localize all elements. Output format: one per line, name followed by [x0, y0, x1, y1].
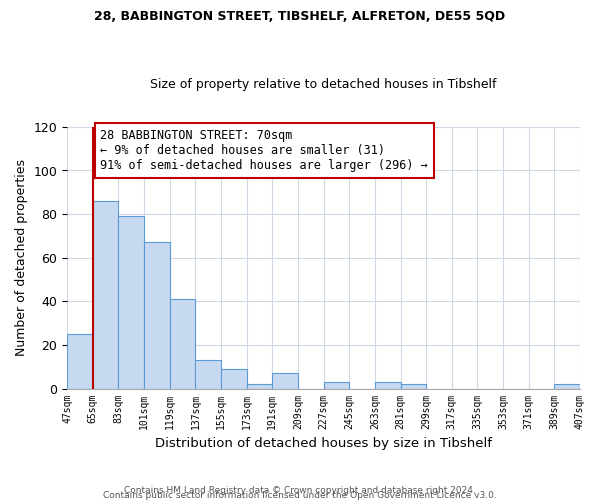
- Bar: [93, 201, 118, 388]
- Bar: [221, 369, 247, 388]
- Text: 28, BABBINGTON STREET, TIBSHELF, ALFRETON, DE55 5QD: 28, BABBINGTON STREET, TIBSHELF, ALFRETO…: [94, 10, 506, 23]
- Text: 28 BABBINGTON STREET: 70sqm
← 9% of detached houses are smaller (31)
91% of semi: 28 BABBINGTON STREET: 70sqm ← 9% of deta…: [100, 129, 428, 172]
- Text: Contains public sector information licensed under the Open Government Licence v3: Contains public sector information licen…: [103, 490, 497, 500]
- Bar: [375, 382, 401, 388]
- Bar: [118, 216, 144, 388]
- Bar: [170, 299, 196, 388]
- Bar: [144, 242, 170, 388]
- Bar: [554, 384, 580, 388]
- Bar: [247, 384, 272, 388]
- X-axis label: Distribution of detached houses by size in Tibshelf: Distribution of detached houses by size …: [155, 437, 492, 450]
- Bar: [67, 334, 93, 388]
- Bar: [196, 360, 221, 388]
- Bar: [323, 382, 349, 388]
- Y-axis label: Number of detached properties: Number of detached properties: [15, 159, 28, 356]
- Title: Size of property relative to detached houses in Tibshelf: Size of property relative to detached ho…: [151, 78, 497, 91]
- Text: Contains HM Land Registry data © Crown copyright and database right 2024.: Contains HM Land Registry data © Crown c…: [124, 486, 476, 495]
- Bar: [401, 384, 426, 388]
- Bar: [272, 374, 298, 388]
